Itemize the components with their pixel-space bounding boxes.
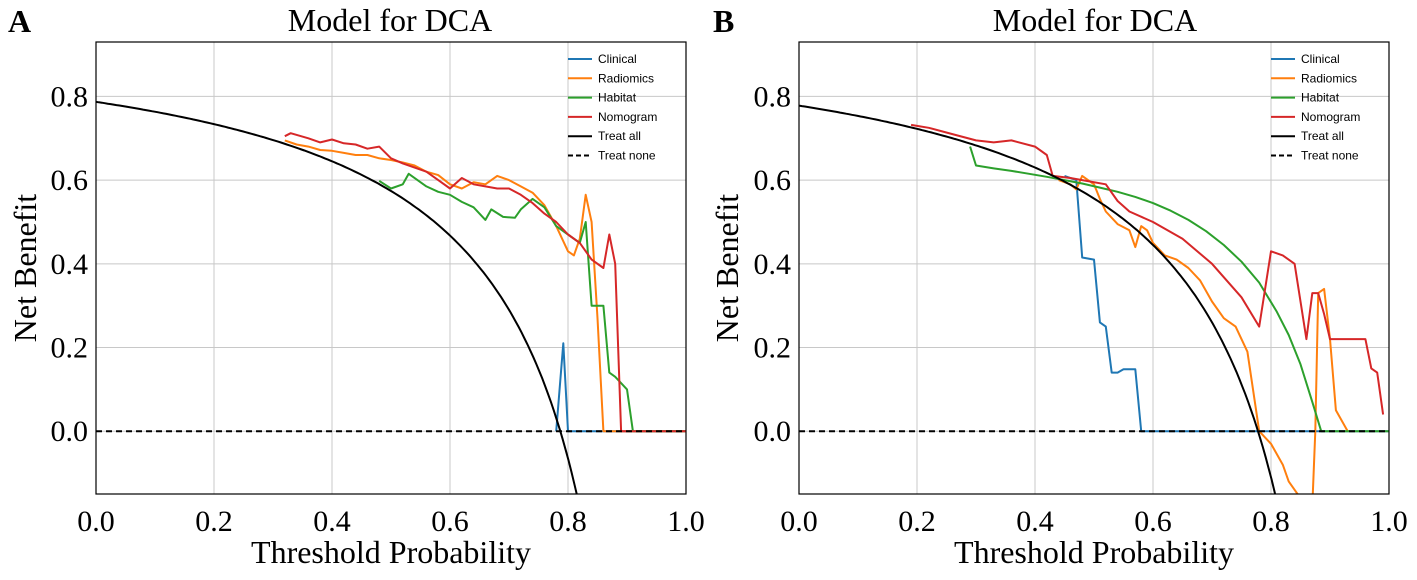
panel-b-legend-label-nomogram: Nomogram [1301,110,1360,124]
panel-b-legend-label-radiomics: Radiomics [1301,71,1357,85]
panel-b-legend-label-habitat: Habitat [1301,91,1340,105]
panel-b-xtick-label: 0.6 [1134,505,1172,538]
panel-b-xtick-label: 0.8 [1252,505,1290,538]
panel-b-plot-area [799,104,1389,494]
panel-a-xtick-label: 0.8 [549,505,587,538]
panel-a-ytick-label: 0.4 [51,248,89,281]
panel-a-label: A [8,3,31,39]
panel-a-title: Model for DCA [288,2,492,38]
panel-a-legend-label-habitat: Habitat [598,91,637,105]
panel-a-series-radiomics [284,139,686,433]
panel-b-series-treat-all [799,104,1277,494]
panel-a-ytick-label: 0.6 [51,164,89,197]
panel-a-series-habitat [378,172,686,433]
panel-a-legend-label-clinical: Clinical [598,52,637,66]
panel-b-ytick-label: 0.2 [754,332,792,365]
panel-b-legend-label-clinical: Clinical [1301,52,1340,66]
panel-a-legend: Clinical Radiomics Habitat Nomogram Treat al… [568,52,657,163]
panel-b-plot-frame [798,41,1390,495]
panel-a-ytick-label: 0.0 [51,415,89,448]
panel-b-tick-labels: 0.0 0.2 0.4 0.6 0.8 1.0 0.0 0.2 0.4 0.6 0.8 [754,80,1408,538]
panel-a: A Model for DCA 0.0 0.2 0.4 0.6 0.8 1.0 0.0 0.2… [7,2,705,570]
panel-a-tick-labels: 0.0 0.2 0.4 0.6 0.8 1.0 0.0 0.2 0.4 0.6 0.8 [51,80,705,538]
panel-b-series-nomogram [910,123,1385,415]
panel-b-series-clinical [1064,174,1389,433]
panel-b-ytick-label: 0.8 [754,80,792,113]
panel-b-ytick-label: 0.6 [754,164,792,197]
panel-a-ytick-label: 0.8 [51,80,89,113]
panel-a-xtick-label: 0.4 [313,505,351,538]
panel-a-plot-frame [95,41,687,495]
panel-b-xtick-label: 0.0 [780,505,818,538]
panel-b-ytick-label: 0.4 [754,248,792,281]
panel-b-title: Model for DCA [993,2,1197,38]
panel-a-xtick-label: 0.6 [431,505,469,538]
panel-b-legend-label-treat-all: Treat all [1301,129,1344,143]
panel-b-ylabel: Net Benefit [709,194,745,343]
panel-a-ylabel: Net Benefit [7,194,43,343]
panel-a-plot-area [96,100,686,494]
panel-a-series-nomogram [284,132,686,433]
panel-b-xtick-label: 0.2 [898,505,936,538]
panel-b-xlabel: Threshold Probability [954,534,1234,570]
panel-b-label: B [713,3,734,39]
panel-a-xtick-label: 0.0 [77,505,115,538]
panel-a-legend-label-radiomics: Radiomics [598,71,654,85]
panel-b-legend: Clinical Radiomics Habitat Nomogram Treat al… [1271,52,1360,163]
panel-b-legend-label-treat-none: Treat none [1301,149,1359,163]
panel-a-xlabel: Threshold Probability [251,534,531,570]
panel-a-legend-label-treat-all: Treat all [598,129,641,143]
panel-a-series-treat-all [96,100,578,494]
panel-b-series-radiomics [1058,174,1349,494]
panel-b-ytick-label: 0.0 [754,415,792,448]
panel-b-xtick-label: 0.4 [1016,505,1054,538]
panel-b-xtick-label: 1.0 [1370,505,1408,538]
panel-b: B Model for DCA 0.0 0.2 0.4 0.6 0.8 1.0 0.0 0.2… [709,2,1408,570]
panel-a-xtick-label: 1.0 [667,505,705,538]
panel-a-xtick-label: 0.2 [195,505,233,538]
panel-a-ytick-label: 0.2 [51,332,89,365]
panel-b-series-habitat [969,146,1389,433]
panel-a-legend-label-treat-none: Treat none [598,149,656,163]
panel-a-legend-label-nomogram: Nomogram [598,110,657,124]
